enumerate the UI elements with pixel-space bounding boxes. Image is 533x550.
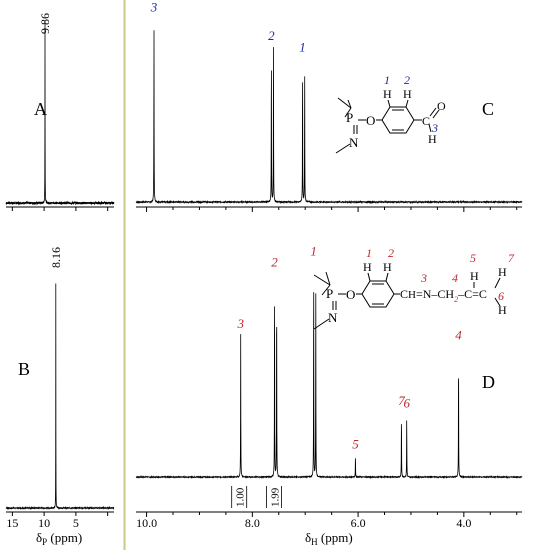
atom-o-ald: O bbox=[437, 99, 446, 113]
atom-n-d: N bbox=[328, 310, 338, 325]
panel-a: 9.86 bbox=[5, 13, 115, 211]
panel-c: 321 P N O H H 1 2 C O bbox=[135, 0, 523, 212]
struct-c-h2-number: 2 bbox=[404, 73, 410, 87]
axis-b-title: δP (ppm) bbox=[36, 530, 82, 547]
struct-d-h4-number: 4 bbox=[452, 271, 458, 285]
atom-h2-d: H bbox=[383, 260, 392, 274]
peak-number-d: 7 bbox=[398, 393, 405, 408]
spectrum-a-trace bbox=[5, 20, 115, 206]
atom-h5-d: H bbox=[470, 269, 479, 283]
struct-d-h5-number: 5 bbox=[470, 251, 476, 265]
peak-number-d: 1 bbox=[310, 243, 317, 258]
spectrum-b-trace bbox=[5, 283, 115, 511]
atom-n-c: N bbox=[349, 135, 359, 150]
integral-bracket bbox=[266, 486, 282, 508]
peak-label-b: 8.16 bbox=[49, 247, 63, 268]
peak-number-d: 5 bbox=[352, 436, 359, 451]
panel-letter-d: D bbox=[482, 372, 495, 392]
peak-number-c: 1 bbox=[299, 40, 306, 55]
peak-number-d: 6 bbox=[403, 395, 410, 410]
axis-d-tick-labels: 10.0 8.0 6.0 4.0 bbox=[136, 516, 471, 530]
axis-b-tick-label: 15 bbox=[6, 516, 18, 530]
struct-c-h3-number: 3 bbox=[431, 121, 438, 135]
peak-number-d: 2 bbox=[271, 255, 278, 270]
struct-d-h6-number: 6 bbox=[498, 289, 504, 303]
struct-c-h1-number: 1 bbox=[384, 73, 390, 87]
peak-number-d: 4 bbox=[455, 327, 462, 342]
axis-b-tick-label: 10 bbox=[38, 516, 50, 530]
axis-b-ticks bbox=[11, 512, 109, 516]
integrals-d: 1.00 1.99 bbox=[231, 486, 282, 508]
struct-d-h3-number: 3 bbox=[420, 271, 427, 285]
atom-h3-c: H bbox=[428, 132, 437, 146]
axis-b-tick-labels: 15 10 5 bbox=[6, 516, 79, 530]
peak-number-c: 3 bbox=[150, 0, 158, 15]
spectrum-d-trace bbox=[135, 292, 523, 479]
axis-b-tick-label: 5 bbox=[73, 516, 79, 530]
peak-number-c: 2 bbox=[268, 28, 275, 43]
panel-b: 15 10 5 8.16 δP (ppm) bbox=[5, 247, 115, 547]
atom-p-d: P bbox=[326, 286, 333, 301]
struct-d-h7-number: 7 bbox=[508, 251, 515, 265]
axis-a-ticks bbox=[11, 207, 109, 211]
axis-d-tick-label: 6.0 bbox=[351, 516, 366, 530]
atom-h7-d: H bbox=[498, 265, 507, 279]
integral-value: 1.00 bbox=[235, 487, 247, 507]
peak-number-d: 3 bbox=[236, 316, 244, 331]
panel-letter-a: A bbox=[34, 99, 47, 119]
atom-h2-c: H bbox=[403, 87, 412, 101]
atom-h1-c: H bbox=[383, 87, 392, 101]
struct-d-chain: CH=N–CH2–C=C bbox=[400, 287, 487, 304]
atom-o-c: O bbox=[366, 113, 375, 128]
atom-p-c: P bbox=[346, 110, 353, 125]
struct-d-h1-number: 1 bbox=[366, 246, 372, 260]
spectrum-c-trace bbox=[135, 30, 523, 205]
axis-d-tick-label: 10.0 bbox=[136, 516, 157, 530]
atom-h1-d: H bbox=[363, 260, 372, 274]
atom-o-d: O bbox=[346, 287, 355, 302]
axis-d-tick-label: 4.0 bbox=[456, 516, 471, 530]
axis-d-title: δH (ppm) bbox=[305, 530, 353, 547]
integral-bracket bbox=[231, 486, 248, 508]
structure-c: P N O H H 1 2 C O H 3 bbox=[335, 73, 446, 154]
peak-labels-d: 3 2 1 5 76 4 bbox=[236, 243, 462, 451]
panel-letter-b: B bbox=[18, 359, 30, 379]
axis-c-ticks bbox=[146, 207, 518, 212]
peak-labels-c: 3 2 1 bbox=[150, 0, 306, 55]
axis-d-tick-label: 8.0 bbox=[245, 516, 260, 530]
axis-d-ticks bbox=[146, 512, 518, 517]
panel-letter-c: C bbox=[482, 99, 494, 119]
atom-c-c: C bbox=[422, 114, 430, 128]
atom-h6-d: H bbox=[498, 303, 507, 317]
integral-value: 1.99 bbox=[270, 487, 282, 507]
struct-d-h2-number: 2 bbox=[388, 246, 394, 260]
structure-d: P N O H H 1 2 CH=N–CH2–C=C 3 4 5 H bbox=[313, 246, 515, 330]
peak-label-a: 9.86 bbox=[38, 13, 52, 34]
